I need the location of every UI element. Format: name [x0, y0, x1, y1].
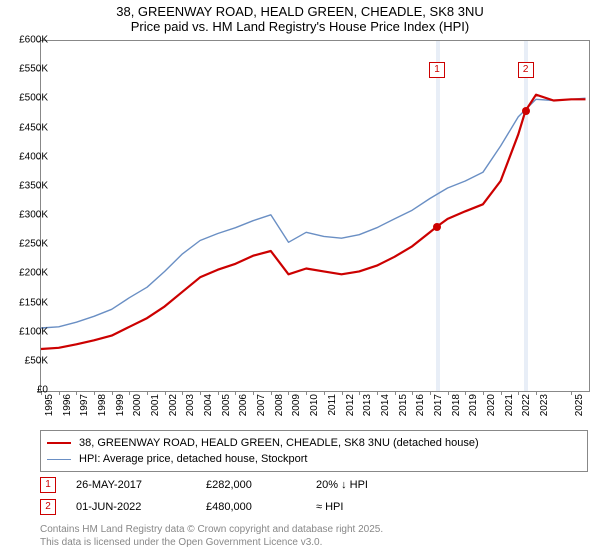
y-axis-label: £200K — [12, 268, 48, 279]
chart-area: 12 — [40, 40, 590, 392]
x-axis-label: 2018 — [451, 394, 462, 416]
y-axis-label: £250K — [12, 239, 48, 250]
x-axis-label: 2016 — [415, 394, 426, 416]
y-axis-label: £50K — [12, 355, 48, 366]
series-hpi — [41, 98, 586, 328]
x-axis-label: 2019 — [468, 394, 479, 416]
x-axis-label: 2010 — [309, 394, 320, 416]
x-axis-label: 2002 — [168, 394, 179, 416]
x-axis-label: 2005 — [221, 394, 232, 416]
x-axis-label: 1998 — [97, 394, 108, 416]
x-axis-label: 1996 — [62, 394, 73, 416]
x-axis-label: 2011 — [327, 394, 338, 416]
x-axis-label: 2001 — [150, 394, 161, 416]
x-axis-label: 1999 — [115, 394, 126, 416]
x-axis-label: 2007 — [256, 394, 267, 416]
annotation-vs-hpi: 20% ↓ HPI — [316, 479, 426, 491]
y-axis-label: £400K — [12, 151, 48, 162]
x-axis-label: 2017 — [433, 394, 444, 416]
x-axis-label: 2020 — [486, 394, 497, 416]
x-axis-label: 2006 — [238, 394, 249, 416]
x-axis-label: 2025 — [574, 394, 585, 416]
x-axis-label: 2008 — [274, 394, 285, 416]
y-axis-label: £150K — [12, 297, 48, 308]
legend-label: 38, GREENWAY ROAD, HEALD GREEN, CHEADLE,… — [79, 437, 479, 449]
chart-titles: 38, GREENWAY ROAD, HEALD GREEN, CHEADLE,… — [0, 0, 600, 34]
x-axis-label: 2023 — [539, 394, 550, 416]
footer-line1: Contains HM Land Registry data © Crown c… — [40, 524, 588, 537]
annotation-index: 1 — [40, 477, 56, 493]
footer-line2: This data is licensed under the Open Gov… — [40, 537, 588, 550]
y-axis-label: £300K — [12, 210, 48, 221]
y-axis-label: £100K — [12, 326, 48, 337]
legend-label: HPI: Average price, detached house, Stoc… — [79, 453, 308, 465]
sale-point — [433, 223, 441, 231]
x-axis-label: 2014 — [380, 394, 391, 416]
x-axis-label: 2003 — [185, 394, 196, 416]
annotation-index: 2 — [40, 499, 56, 515]
series-price_paid — [41, 95, 586, 349]
x-axis-label: 2021 — [504, 394, 515, 416]
sale-annotation-row: 2 01-JUN-2022£480,000≈ HPI — [40, 496, 588, 518]
annotation-vs-hpi: ≈ HPI — [316, 501, 426, 513]
x-axis-label: 2009 — [291, 394, 302, 416]
x-axis-label: 2013 — [362, 394, 373, 416]
legend-swatch — [47, 442, 71, 444]
y-axis-label: £500K — [12, 93, 48, 104]
x-axis-label: 2000 — [132, 394, 143, 416]
sale-annotations: 1 26-MAY-2017£282,00020% ↓ HPI 2 01-JUN-202… — [40, 474, 588, 518]
legend-row: 38, GREENWAY ROAD, HEALD GREEN, CHEADLE,… — [47, 435, 581, 451]
x-axis-label: 1997 — [79, 394, 90, 416]
title-address: 38, GREENWAY ROAD, HEALD GREEN, CHEADLE,… — [0, 4, 600, 19]
y-axis-label: £350K — [12, 180, 48, 191]
x-axis-label: 2012 — [345, 394, 356, 416]
sale-point — [522, 107, 530, 115]
legend-row: HPI: Average price, detached house, Stoc… — [47, 451, 581, 467]
sale-annotation-row: 1 26-MAY-2017£282,00020% ↓ HPI — [40, 474, 588, 496]
title-subtitle: Price paid vs. HM Land Registry's House … — [0, 19, 600, 34]
sale-marker-2: 2 — [518, 62, 534, 78]
y-axis-label: £600K — [12, 35, 48, 46]
x-axis-label: 2015 — [398, 394, 409, 416]
legend-swatch — [47, 459, 71, 460]
x-axis-label: 1995 — [44, 394, 55, 416]
y-axis-label: £0 — [12, 385, 48, 396]
y-axis-label: £450K — [12, 122, 48, 133]
annotation-price: £480,000 — [206, 501, 316, 513]
footer-attribution: Contains HM Land Registry data © Crown c… — [40, 524, 588, 549]
annotation-date: 01-JUN-2022 — [76, 501, 206, 513]
annotation-price: £282,000 — [206, 479, 316, 491]
legend: 38, GREENWAY ROAD, HEALD GREEN, CHEADLE,… — [40, 430, 588, 472]
annotation-date: 26-MAY-2017 — [76, 479, 206, 491]
line-plot — [41, 41, 589, 391]
x-axis-label: 2004 — [203, 394, 214, 416]
sale-marker-1: 1 — [429, 62, 445, 78]
x-axis-label: 2022 — [521, 394, 532, 416]
y-axis-label: £550K — [12, 64, 48, 75]
